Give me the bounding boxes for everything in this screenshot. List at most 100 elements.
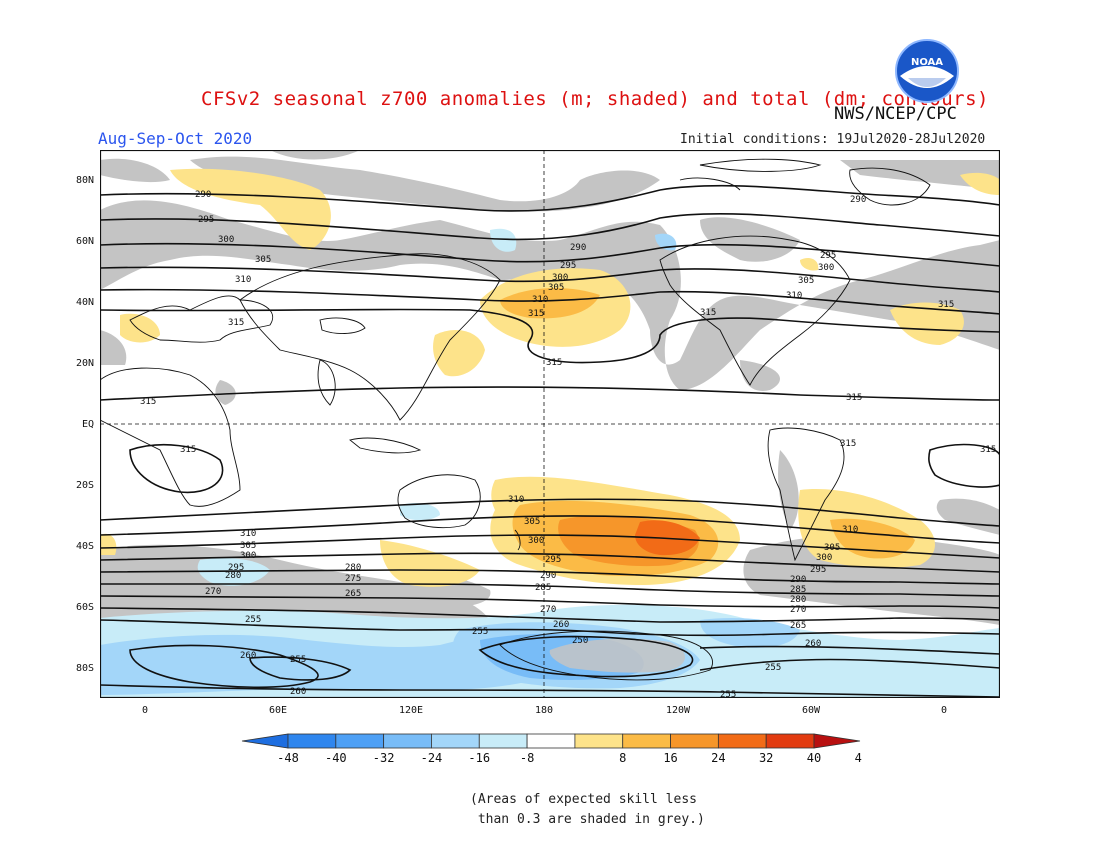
- noaa-logo: NOAA: [894, 38, 960, 104]
- contour-label: 300: [552, 273, 568, 283]
- contour-label: 310: [532, 295, 548, 305]
- colorbar-tick-label: -8: [520, 751, 534, 765]
- contour-label: 290: [195, 190, 211, 200]
- contour-label: 310: [240, 529, 256, 539]
- contour-label: 255: [290, 655, 306, 665]
- positive-anomalies: [100, 168, 1000, 587]
- colorbar-arrow-left: [241, 733, 289, 749]
- lat-label: 20N: [75, 358, 94, 369]
- colorbar-tick-label: 8: [619, 751, 626, 765]
- colorbar-tick-label: -16: [468, 751, 490, 765]
- colorbar-cell: [287, 733, 337, 749]
- lat-label: 80N: [75, 175, 94, 186]
- contour-label: 315: [700, 308, 716, 318]
- colorbar-cell: [383, 733, 432, 749]
- svg-text:NOAA: NOAA: [911, 57, 943, 68]
- colorbar-cell: [574, 733, 624, 749]
- contour-label: 260: [805, 639, 821, 649]
- lat-label: 40S: [75, 541, 94, 552]
- contour-label: 315: [840, 439, 856, 449]
- contour-label: 275: [345, 574, 361, 584]
- contour-label: 300: [818, 263, 834, 273]
- contour-label: 265: [790, 621, 806, 631]
- contour-label: 290: [540, 571, 556, 581]
- contour-label: 315: [546, 358, 562, 368]
- colorbar-cell: [431, 733, 480, 749]
- colorbar-tick-label: -40: [325, 751, 347, 765]
- anomaly-map: 290 295 300 305 310 315 290 295 300 305 …: [100, 150, 1000, 698]
- contour-label: 260: [290, 687, 306, 697]
- contour-label: 305: [824, 543, 840, 553]
- lat-label: 20S: [75, 480, 94, 491]
- contour-labels: 290 295 300 305 310 315 290 295 300 305 …: [140, 190, 996, 698]
- colorbar-tick-label: 48: [855, 751, 862, 765]
- colorbar-tick-label: 24: [711, 751, 725, 765]
- lon-label: 60W: [801, 705, 821, 716]
- contour-label: 315: [528, 309, 544, 319]
- contour-label: 280: [790, 595, 806, 605]
- contour-label: 255: [245, 615, 261, 625]
- contour-label: 295: [810, 565, 826, 575]
- lat-label: EQ: [81, 419, 94, 430]
- contour-label: 295: [198, 215, 214, 225]
- contour-label: 295: [820, 251, 836, 261]
- colorbar-arrow-right: [813, 733, 861, 749]
- contour-label: 280: [225, 571, 241, 581]
- contour-label: 295: [545, 555, 561, 565]
- contour-label: 255: [472, 627, 488, 637]
- colorbar-tick-label: 16: [663, 751, 677, 765]
- contour-label: 305: [798, 276, 814, 286]
- contour-label: 285: [790, 585, 806, 595]
- contour-label: 315: [846, 393, 862, 403]
- colorbar-tick-label: -32: [373, 751, 395, 765]
- lon-label: 120W: [665, 705, 691, 716]
- contour-label: 315: [140, 397, 156, 407]
- contour-label: 290: [850, 195, 866, 205]
- contour-label: 305: [548, 283, 564, 293]
- contour-label: 315: [180, 445, 196, 455]
- contour-label: 310: [235, 275, 251, 285]
- lat-label: 60S: [75, 602, 94, 613]
- contour-label: 255: [720, 690, 736, 698]
- contour-label: 315: [980, 445, 996, 455]
- contour-label: 270: [790, 605, 806, 615]
- contour-label: 315: [938, 300, 954, 310]
- colorbar-cell: [526, 733, 576, 749]
- colorbar-legend: -48 -40 -32 -24 -16 -8 8 16 24 32 40 48: [240, 732, 869, 772]
- colorbar-cell: [478, 733, 528, 749]
- lon-label: 180: [534, 705, 554, 716]
- contour-label: 295: [560, 261, 576, 271]
- contour-label: 315: [228, 318, 244, 328]
- colorbar-cell: [765, 733, 815, 749]
- lon-label: 0: [141, 705, 149, 716]
- colorbar-cell: [670, 733, 719, 749]
- contour-label: 305: [240, 541, 256, 551]
- colorbar-cell: [335, 733, 385, 749]
- colorbar-cell: [622, 733, 671, 749]
- contour-label: 310: [508, 495, 524, 505]
- lon-label: 0: [940, 705, 948, 716]
- contour-label: 280: [345, 563, 361, 573]
- lon-label: 120E: [398, 705, 424, 716]
- contour-label: 250: [572, 636, 588, 646]
- contour-label: 285: [535, 583, 551, 593]
- contour-label: 310: [786, 291, 802, 301]
- map-title: CFSv2 seasonal z700 anomalies (m; shaded…: [201, 88, 989, 110]
- contour-label: 300: [240, 551, 256, 561]
- lat-label: 60N: [75, 236, 94, 247]
- lat-label: 80S: [75, 663, 94, 674]
- colorbar-tick-label: -48: [277, 751, 299, 765]
- contour-label: 290: [790, 575, 806, 585]
- colorbar-cell: [717, 733, 767, 749]
- contour-label: 270: [205, 587, 221, 597]
- contour-label: 260: [240, 651, 256, 661]
- contour-label: 305: [524, 517, 540, 527]
- contour-label: 295: [228, 563, 244, 573]
- contour-label: 255: [765, 663, 781, 673]
- lat-label: 40N: [75, 297, 94, 308]
- agency-label: NWS/NCEP/CPC: [834, 104, 957, 124]
- skill-footnote: (Areas of expected skill less than 0.3 a…: [470, 792, 705, 827]
- colorbar-tick-label: -24: [421, 751, 443, 765]
- initial-conditions-label: Initial conditions: 19Jul2020-28Jul2020: [680, 132, 986, 147]
- contour-label: 270: [540, 605, 556, 615]
